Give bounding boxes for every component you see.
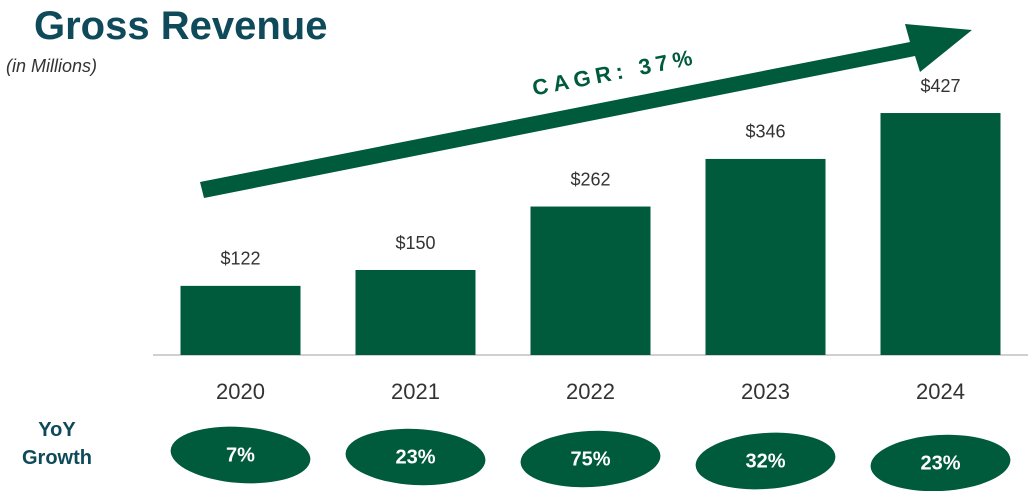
growth-badge <box>870 434 1011 491</box>
growth-value: 23% <box>395 446 435 468</box>
growth-value: 7% <box>226 444 255 466</box>
value-label: $262 <box>570 169 610 189</box>
growth-badge <box>520 430 661 488</box>
value-label: $346 <box>745 122 785 142</box>
value-label: $122 <box>220 249 260 269</box>
growth-badge <box>170 426 311 484</box>
x-tick-label: 2022 <box>566 379 615 404</box>
growth-badge <box>695 432 836 490</box>
trend-arrow <box>200 24 972 198</box>
bar <box>180 285 301 355</box>
bar <box>880 113 1001 356</box>
growth-value: 75% <box>570 448 610 470</box>
bar <box>355 270 476 355</box>
growth-value: 32% <box>745 450 785 472</box>
value-label: $150 <box>395 233 435 253</box>
x-tick-label: 2024 <box>916 379 965 404</box>
growth-value: 23% <box>920 452 960 474</box>
value-label: $427 <box>920 76 960 96</box>
bar <box>530 206 651 355</box>
bar <box>705 158 826 355</box>
x-tick-label: 2023 <box>741 379 790 404</box>
chart-title: Gross Revenue <box>34 4 328 48</box>
x-tick-label: 2020 <box>216 379 265 404</box>
growth-label: YoY Growth <box>22 419 92 469</box>
x-tick-label: 2021 <box>391 379 440 404</box>
growth-badge <box>345 428 486 486</box>
chart-subtitle: (in Millions) <box>6 56 98 76</box>
